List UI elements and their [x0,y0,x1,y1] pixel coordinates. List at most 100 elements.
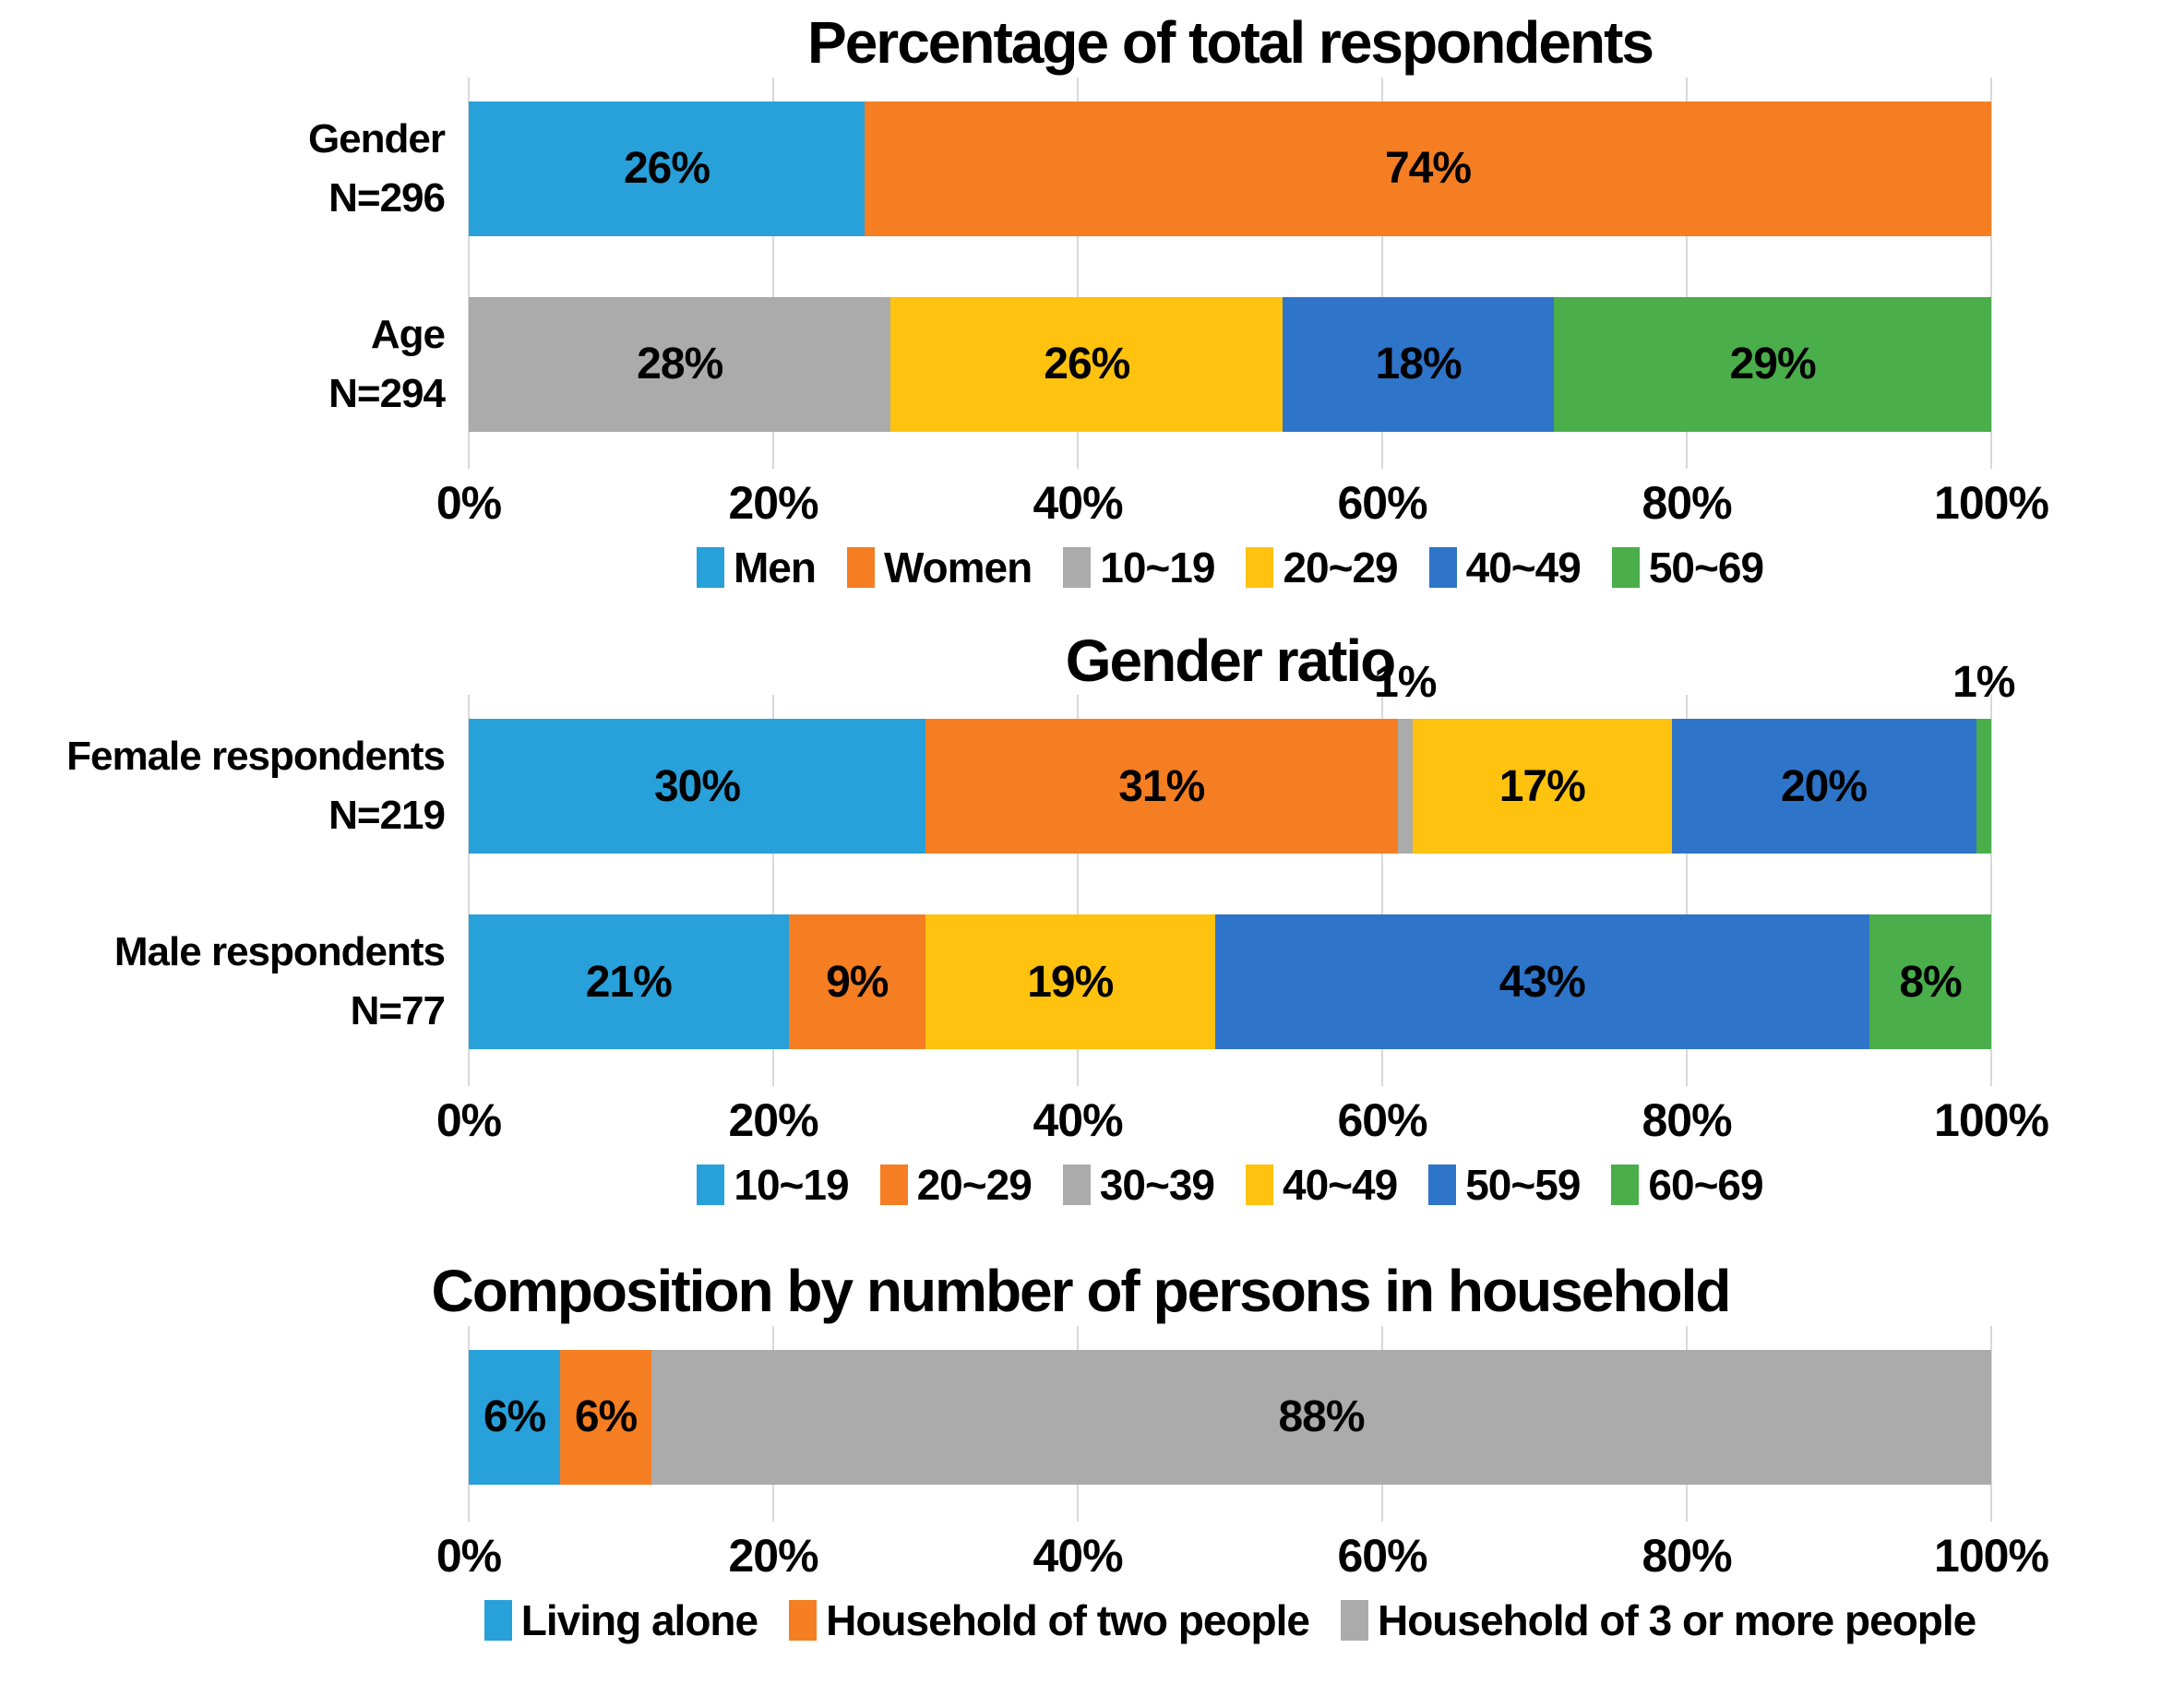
legend-label: Living alone [520,1595,758,1644]
axis-tick-label: 60% [1337,476,1427,529]
segment-value-label: 6% [483,1392,546,1442]
bar-segment-50-59: 43% [1214,914,1869,1050]
gridline [1990,77,1992,469]
chart-title: Percentage of total respondents [807,9,1654,76]
legend-item-40-49: 40~49 [1246,1160,1398,1210]
bar-segment-living-alone: 6% [469,1349,560,1485]
segment-value-label: 1% [1952,658,2015,708]
bar-track: 21% 9% 19% 43% 8% [469,914,1991,1050]
bar-segment-women: 74% [865,101,1991,236]
segment-value-label: 17% [1498,761,1586,811]
legend-label: 20~29 [1283,543,1398,591]
bar-row: 6% 6% 88% [0,1349,2161,1485]
legend-swatch-icon [484,1599,512,1641]
segment-value-label: 18% [1375,340,1463,389]
legend-swatch-icon [1340,1599,1368,1641]
segment-value-label: 20% [1780,761,1868,811]
chart-plot-area: 6% 6% 88% [0,1325,2161,1522]
chart-plot-area: Female respondents N=219 30% 31% 1% 17% 20% 1% M… [0,658,2161,1087]
gridline [1077,695,1079,1087]
bar-segment-30-39: 1% [1374,658,1437,854]
gridline [468,695,470,1087]
gridline [1077,77,1079,469]
gridline [1381,77,1383,469]
gridline [772,695,774,1087]
segment-value-label: 43% [1498,957,1586,1007]
axis-tick-label: 40% [1033,1529,1123,1582]
row-label: Age N=294 [0,305,469,424]
bar-track: 6% 6% 88% [469,1349,1991,1485]
legend-item-30-39: 30~39 [1062,1160,1215,1210]
axis-tick-label: 60% [1337,1094,1427,1147]
legend-item-10-19: 10~19 [697,1160,850,1210]
gridline [468,77,470,469]
axis-tick-label: 60% [1337,1529,1427,1582]
segment-value-label: 21% [585,957,673,1007]
bar-segment-50-59: 20% [1671,719,1976,854]
segment-value-label: 26% [623,144,710,194]
legend-label: Household of 3 or more people [1377,1595,1976,1644]
bar-segment-60-69: 1% [1952,658,2015,854]
bar-row: Age N=294 28% 26% 18% 29% [0,296,2161,432]
bar-track: 26% 74% [469,101,1991,236]
legend-swatch-icon [1246,546,1274,588]
legend-item-household-of-two-people: Household of two people [789,1595,1310,1645]
axis-tick-label: 20% [728,476,818,529]
row-label-line: N=77 [350,988,446,1034]
segment-value-label: 29% [1729,340,1817,389]
row-label-line: Male respondents [113,929,446,975]
legend-label: 40~49 [1465,543,1582,591]
legend-item-household-of-3-or-more-people: Household of 3 or more people [1340,1595,1976,1645]
row-label-line: Female respondents [66,734,446,780]
legend-label: 40~49 [1283,1161,1398,1210]
axis-tick-label: 100% [1934,1529,2049,1582]
bar-segment-50-69: 29% [1554,296,1991,432]
bar-segment-40-49: 19% [925,914,1215,1050]
axis-tick-label: 40% [1033,1094,1123,1147]
bar-segment-20-29: 26% [890,296,1283,432]
bar-segment-men: 26% [469,101,865,236]
axis-tick-label: 0% [436,476,502,529]
axis-tick-label: 80% [1642,1529,1732,1582]
bar-row: Gender N=296 26% 74% [0,101,2161,236]
legend: Living alone Household of two people House… [469,1594,1991,1647]
legend-item-10-19: 10~19 [1063,543,1215,592]
bar-segment-60-69: 8% [1869,914,1991,1050]
legend-swatch-icon [1428,1165,1457,1206]
legend-label: Men [733,543,817,591]
legend-label: 50~59 [1465,1161,1581,1210]
legend-swatch-icon [1611,1165,1640,1206]
segment-value-label: 1% [1374,658,1437,708]
bar-row: Male respondents N=77 21% 9% 19% 43% 8% [0,914,2161,1050]
segment-value-label: 74% [1384,144,1472,194]
row-label: Male respondents N=77 [0,923,469,1041]
legend-item-women: Women [846,543,1033,592]
segment-value-label: 31% [1118,761,1205,811]
row-label: Gender N=296 [0,110,469,228]
legend-item-50-69: 50~69 [1611,543,1764,592]
segment-value-label: 9% [826,957,889,1007]
legend-swatch-icon [1062,1165,1091,1206]
x-axis: 0% 20% 40% 60% 80% 100% [436,1090,2049,1151]
bar-segment-20-29: 9% [788,914,925,1050]
legend-swatch-icon [696,546,724,588]
segment-value-label: 88% [1278,1392,1365,1442]
x-axis: 0% 20% 40% 60% 80% 100% [436,472,2049,533]
row-label-line: N=296 [328,174,446,221]
axis-tick-label: 0% [436,1094,502,1147]
legend-swatch-icon [1428,546,1457,588]
bar-rows: Female respondents N=219 30% 31% 1% 17% 20% 1% M… [0,658,2161,1050]
row-label-line: N=219 [328,793,446,839]
chart-title: Composition by number of persons in hous… [431,1258,1732,1325]
segment-value-label: 30% [653,761,741,811]
segment-value-label: 6% [574,1392,638,1442]
legend-swatch-icon [1246,1165,1273,1206]
legend-swatch-icon [879,1165,908,1206]
gridlines [468,695,1992,1087]
bar-segment-40-49: 18% [1283,296,1555,432]
legend: 10~19 20~29 30~39 40~49 50~59 60~69 [469,1158,1991,1212]
chart-household-composition: Composition by number of persons in hous… [0,1258,2161,1647]
legend-label: Women [883,543,1033,591]
row-label: Female respondents N=219 [0,727,469,845]
segment-value-label: 26% [1044,340,1130,389]
